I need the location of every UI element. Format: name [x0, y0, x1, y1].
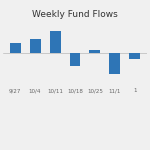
Bar: [50, 31, 60, 53]
Bar: [90, 50, 100, 53]
Title: Weekly Fund Flows: Weekly Fund Flows: [32, 10, 118, 19]
Bar: [129, 53, 140, 59]
Bar: [10, 43, 21, 53]
Bar: [110, 53, 120, 74]
Bar: [69, 53, 81, 66]
Bar: [30, 39, 40, 53]
